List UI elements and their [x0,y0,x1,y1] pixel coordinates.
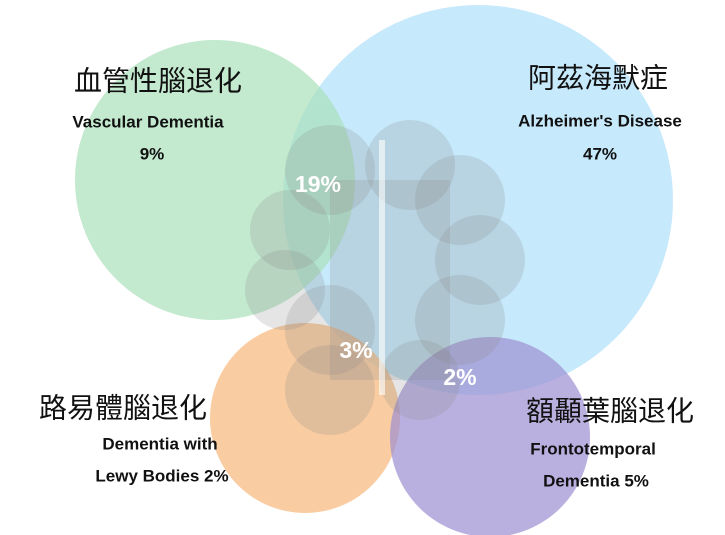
circle-label: 47% [583,144,617,163]
circle-label: Lewy Bodies 2% [95,466,228,485]
circle-title: 血管性腦退化 [74,65,242,98]
diagram: 血管性腦退化 Vascular Dementia 9% 阿茲海默症 Alzhei… [0,0,725,535]
overlap-label: 3% [339,337,372,363]
circle-label: Dementia with [102,434,217,453]
overlap-label: 2% [443,364,476,390]
circle-label: Vascular Dementia [72,112,224,131]
circle-title: 額顳葉腦退化 [526,395,694,428]
circle-title: 阿茲海默症 [528,62,668,95]
circle-label: Alzheimer's Disease [518,111,682,130]
circle-label: 9% [140,144,165,163]
circle-title: 路易體腦退化 [39,392,207,425]
overlap-label: 19% [295,171,341,197]
circle-label: Frontotemporal [530,439,656,458]
circle-label: Dementia 5% [543,471,649,490]
